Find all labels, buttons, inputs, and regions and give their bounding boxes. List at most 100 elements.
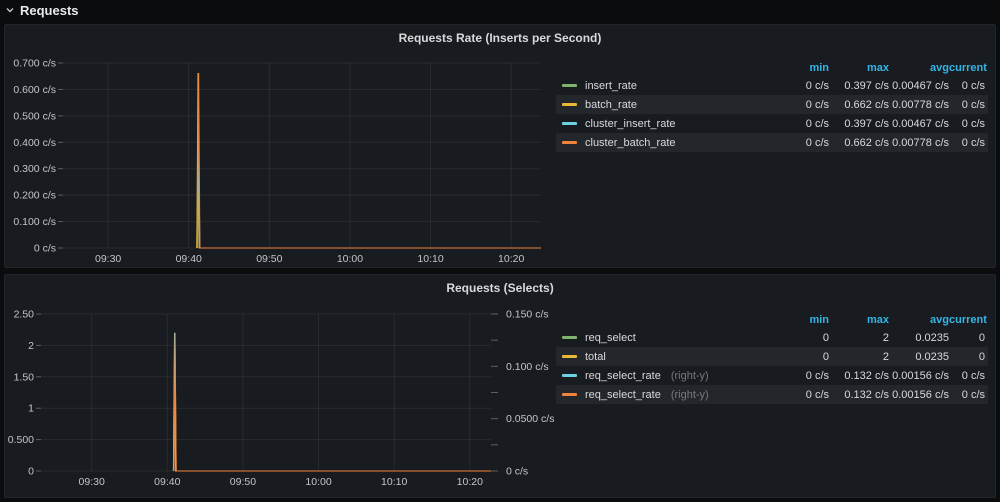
y-axis-label-right: 0 c/s — [506, 466, 528, 478]
y-axis-label-right: 0.150 c/s — [506, 309, 549, 321]
legend-value-min: 0 c/s — [805, 388, 829, 401]
x-axis-label: 09:40 — [154, 476, 180, 488]
series-label: req_select_rate — [585, 388, 661, 401]
series-color-icon — [562, 374, 577, 377]
x-axis-label: 09:40 — [176, 253, 202, 265]
y-axis-label-left: 2 — [28, 340, 34, 352]
y-axis-label-right: 0.0500 c/s — [506, 413, 554, 425]
legend-value-avg: 0.00467 c/s — [892, 79, 949, 92]
y-axis-label-left: 0 c/s — [34, 243, 56, 255]
y-axis-label-left: 0.600 c/s — [13, 84, 56, 96]
requests-rate-chart: 09:30 09:40 09:50 10:00 10:10 10:20 0.700 c/s 0… — [13, 58, 541, 265]
legend-value-current: 0 c/s — [961, 369, 985, 382]
series-label: batch_rate — [585, 98, 637, 111]
y-axis-label-left: 2.50 — [14, 309, 35, 321]
legend-row: cluster_insert_rate 0 c/s 0.397 c/s 0.00467… — [556, 114, 988, 133]
legend-value-current: 0 c/s — [961, 79, 985, 92]
y-axis-label-right: 0.100 c/s — [506, 361, 549, 373]
y-axis-label-left: 0.700 c/s — [13, 58, 56, 70]
row-title: Requests — [20, 2, 79, 18]
legend-value-max: 0.662 c/s — [844, 98, 889, 111]
legend-value-min: 0 c/s — [805, 136, 829, 149]
legend-value-max: 0.662 c/s — [844, 136, 889, 149]
x-axis-label: 10:00 — [337, 253, 363, 265]
legend-value-max: 2 — [882, 350, 889, 363]
legend-header-avg[interactable]: avg — [930, 61, 949, 74]
series-label: total — [585, 350, 606, 363]
series-label: cluster_insert_rate — [585, 117, 676, 130]
panel-title-requests-selects[interactable]: Requests (Selects) — [446, 281, 554, 295]
series-label: req_select_rate — [585, 369, 661, 382]
legend-value-max: 2 — [882, 331, 889, 344]
series-axis-suffix: (right-y) — [670, 369, 709, 382]
series-color-icon — [562, 336, 577, 339]
legend-row: batch_rate 0 c/s 0.662 c/s 0.00778 c/s 0 c/s — [556, 95, 988, 114]
legend-value-min: 0 — [822, 331, 829, 344]
panel-requests-selects: Requests (Selects) 09:30 09:40 09:50 10:00 1… — [4, 274, 996, 498]
legend-series-name[interactable]: cluster_insert_rate — [562, 118, 781, 130]
legend-value-avg: 0.00467 c/s — [892, 117, 949, 130]
legend-value-max: 0.132 c/s — [844, 369, 889, 382]
legend-value-avg: 0.00156 c/s — [892, 388, 949, 401]
legend-value-current: 0 c/s — [961, 136, 985, 149]
legend-header-max[interactable]: max — [866, 61, 889, 74]
legend-row: cluster_batch_rate 0 c/s 0.662 c/s 0.00778 … — [556, 133, 988, 152]
legend-table-requests-rate: min max avg current insert_rate 0 c/s 0.397 c/… — [556, 59, 988, 152]
y-axis-label-left: 0.500 c/s — [13, 110, 56, 122]
series-color-icon — [562, 141, 577, 144]
legend-header-max[interactable]: max — [866, 313, 889, 326]
legend-row: insert_rate 0 c/s 0.397 c/s 0.00467 c/s 0 c/… — [556, 76, 988, 95]
y-axis-label-left: 0 — [28, 466, 34, 478]
legend-value-current: 0 c/s — [961, 117, 985, 130]
chevron-down-icon[interactable] — [5, 5, 15, 15]
legend-value-avg: 0.0235 — [915, 350, 949, 363]
legend-series-name[interactable]: req_select — [562, 332, 781, 344]
legend-header-min[interactable]: min — [809, 313, 829, 326]
y-axis-label-left: 0.200 c/s — [13, 190, 56, 202]
legend-series-name[interactable]: total — [562, 351, 781, 363]
legend-value-max: 0.397 c/s — [844, 79, 889, 92]
legend-series-name[interactable]: cluster_batch_rate — [562, 137, 781, 149]
series-label: cluster_batch_rate — [585, 136, 676, 149]
legend-series-name[interactable]: req_select_rate (right-y) — [562, 370, 781, 382]
legend-value-min: 0 c/s — [805, 98, 829, 111]
legend-header-avg[interactable]: avg — [930, 313, 949, 326]
x-axis-label: 10:00 — [305, 476, 331, 488]
legend-series-name[interactable]: batch_rate — [562, 99, 781, 111]
legend-value-min: 0 c/s — [805, 79, 829, 92]
y-axis-label-left: 0.500 — [8, 434, 34, 446]
series-label: req_select — [585, 331, 636, 344]
legend-value-min: 0 c/s — [805, 369, 829, 382]
requests-selects-chart: 09:30 09:40 09:50 10:00 10:10 10:20 2.50 2 1.50 1… — [8, 309, 555, 489]
series-label: insert_rate — [585, 79, 637, 92]
legend-value-max: 0.397 c/s — [844, 117, 889, 130]
legend-row: req_select_rate (right-y) 0 c/s 0.132 c/s 0.… — [556, 385, 988, 404]
legend-value-avg: 0.00778 c/s — [892, 98, 949, 111]
y-axis-label-left: 1 — [28, 403, 34, 415]
legend-value-current: 0 — [978, 331, 985, 344]
legend-header-row: min max avg current — [556, 311, 988, 328]
series-line-cluster_batch_rate — [197, 72, 541, 249]
legend-value-current: 0 — [978, 350, 985, 363]
panel-title-requests-rate[interactable]: Requests Rate (Inserts per Second) — [398, 31, 602, 45]
legend-header-current[interactable]: current — [949, 313, 987, 326]
legend-value-min: 0 c/s — [805, 117, 829, 130]
legend-row: req_select_rate (right-y) 0 c/s 0.132 c/s 0.… — [556, 366, 988, 385]
x-axis-label: 10:10 — [417, 253, 443, 265]
legend-value-avg: 0.00778 c/s — [892, 136, 949, 149]
x-axis-label: 09:50 — [256, 253, 282, 265]
legend-series-name[interactable]: req_select_rate (right-y) — [562, 389, 781, 401]
series-color-icon — [562, 393, 577, 396]
legend-table-requests-selects: min max avg current req_select 0 2 0.0235 0 total… — [556, 311, 988, 404]
x-axis-label: 10:10 — [381, 476, 407, 488]
series-color-icon — [562, 84, 577, 87]
legend-series-name[interactable]: insert_rate — [562, 80, 781, 92]
panel-requests-rate: Requests Rate (Inserts per Second) 09:30… — [4, 24, 996, 268]
dashboard-row-header[interactable]: Requests — [0, 0, 1000, 20]
legend-header-current[interactable]: current — [949, 61, 987, 74]
legend-value-current: 0 c/s — [961, 388, 985, 401]
legend-header-min[interactable]: min — [809, 61, 829, 74]
y-axis-label-left: 1.50 — [14, 371, 35, 383]
series-line-req_select_rate — [173, 332, 491, 472]
legend-row: req_select 0 2 0.0235 0 — [556, 328, 988, 347]
